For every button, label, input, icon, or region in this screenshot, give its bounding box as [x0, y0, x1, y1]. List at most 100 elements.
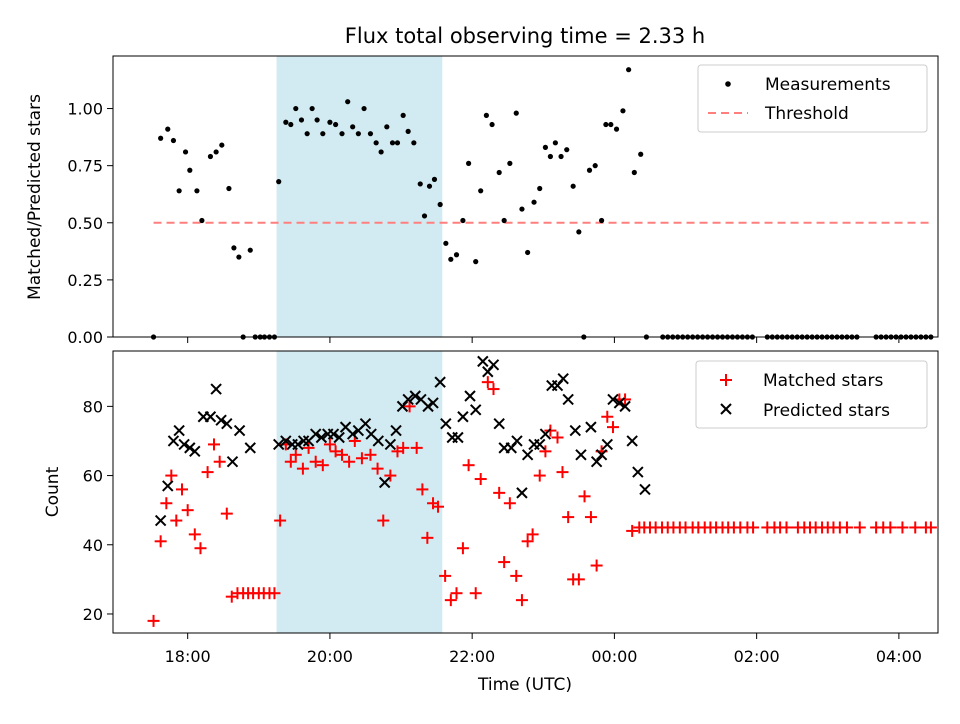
top-plot: 0.00 0.25 0.50 0.75 1.00 Matched/Predicted s… — [25, 55, 939, 347]
measurement-point — [547, 153, 553, 160]
predicted-point — [154, 514, 167, 527]
chart-title: Flux total observing time = 2.33 h — [345, 24, 705, 48]
matched-point — [515, 594, 528, 607]
legend-label-predicted: Predicted stars — [763, 401, 890, 421]
measurement-point — [309, 105, 315, 112]
measurement-point — [421, 213, 428, 219]
predicted-point — [427, 397, 439, 409]
matched-point — [274, 514, 287, 527]
matched-point — [439, 569, 452, 582]
matched-point — [377, 514, 390, 527]
measurement-point — [564, 147, 570, 153]
measurement-point — [394, 140, 401, 146]
legend-marker-measurements — [725, 81, 731, 87]
predicted-point — [626, 435, 638, 447]
predicted-point — [226, 456, 239, 468]
measurement-point — [288, 121, 294, 128]
predicted-point — [595, 449, 608, 461]
measurement-point — [478, 188, 484, 194]
predicted-point — [359, 417, 372, 430]
predicted-point — [210, 383, 222, 395]
measurement-point — [247, 247, 253, 253]
x-tick-label: 00:00 — [591, 647, 637, 666]
predicted-point — [184, 442, 196, 454]
measurement-point — [570, 183, 576, 189]
predicted-point — [221, 417, 233, 430]
predicted-point — [464, 390, 476, 402]
predicted-point — [569, 424, 581, 437]
matched-point — [188, 528, 201, 541]
predicted-point — [511, 435, 523, 447]
matched-point — [397, 441, 410, 454]
y-tick-label: 60 — [83, 467, 103, 486]
measurement-point — [558, 153, 564, 160]
measurement-point — [405, 128, 411, 134]
predicted-point — [534, 438, 546, 451]
matched-point — [316, 459, 329, 472]
predicted-point — [233, 424, 246, 437]
predicted-point — [434, 376, 446, 388]
top-y-axis: 0.00 0.25 0.50 0.75 1.00 — [67, 100, 113, 347]
measurement-point — [213, 149, 219, 155]
matched-point — [584, 511, 597, 524]
top-legend: Measurements Threshold — [697, 64, 928, 133]
measurement-point — [426, 183, 433, 189]
top-shaded-window — [276, 56, 443, 337]
matched-point — [175, 483, 188, 496]
bottom-plot-frame — [112, 350, 939, 634]
matched-point — [606, 421, 619, 434]
measurement-point — [631, 169, 637, 176]
matched-point — [421, 531, 434, 544]
measurement-point — [613, 126, 620, 132]
measurement-point — [483, 112, 489, 118]
measurement-point — [373, 140, 379, 146]
measurement-point — [453, 252, 460, 258]
measurement-point — [350, 124, 356, 130]
measurement-point — [170, 137, 177, 144]
matched-point — [539, 445, 552, 458]
predicted-point — [162, 480, 174, 492]
measurement-point — [525, 249, 531, 256]
measurement-point — [542, 144, 549, 150]
measurement-point — [626, 67, 632, 73]
matched-point — [329, 445, 342, 458]
matched-point — [444, 594, 457, 607]
measurement-point — [345, 99, 351, 105]
measurement-point — [182, 149, 189, 155]
predicted-point — [409, 390, 421, 402]
matched-point — [432, 500, 445, 513]
predicted-point — [440, 417, 452, 430]
matched-point — [410, 441, 423, 454]
x-axis-label: Time (UTC) — [477, 675, 572, 695]
predicted-point — [487, 359, 500, 371]
measurement-point — [507, 160, 513, 166]
measurement-point — [219, 142, 225, 148]
matched-point — [853, 521, 866, 534]
matched-point — [493, 486, 506, 499]
measurement-point — [339, 131, 345, 137]
measurement-point — [327, 119, 333, 125]
matched-point — [384, 469, 397, 482]
measurement-point — [501, 217, 507, 224]
matched-point — [343, 455, 356, 468]
measurement-point — [400, 112, 406, 118]
matched-point — [498, 556, 511, 569]
legend-label-matched: Matched stars — [763, 371, 883, 391]
counts-series — [147, 355, 937, 627]
predicted-point — [632, 466, 644, 478]
y-tick-label: 0.75 — [67, 157, 103, 176]
matched-point — [503, 497, 516, 510]
predicted-point — [244, 442, 256, 454]
matched-point — [487, 383, 500, 396]
matched-point — [220, 507, 233, 520]
x-tick-label: 22:00 — [449, 647, 495, 666]
predicted-point — [378, 476, 391, 489]
matched-point — [747, 521, 760, 534]
measurement-point — [592, 163, 598, 169]
matched-point — [884, 521, 897, 534]
measurement-point — [194, 188, 200, 194]
predicted-point — [346, 428, 359, 440]
measurement-point — [283, 119, 289, 125]
measurement-point — [333, 121, 339, 128]
